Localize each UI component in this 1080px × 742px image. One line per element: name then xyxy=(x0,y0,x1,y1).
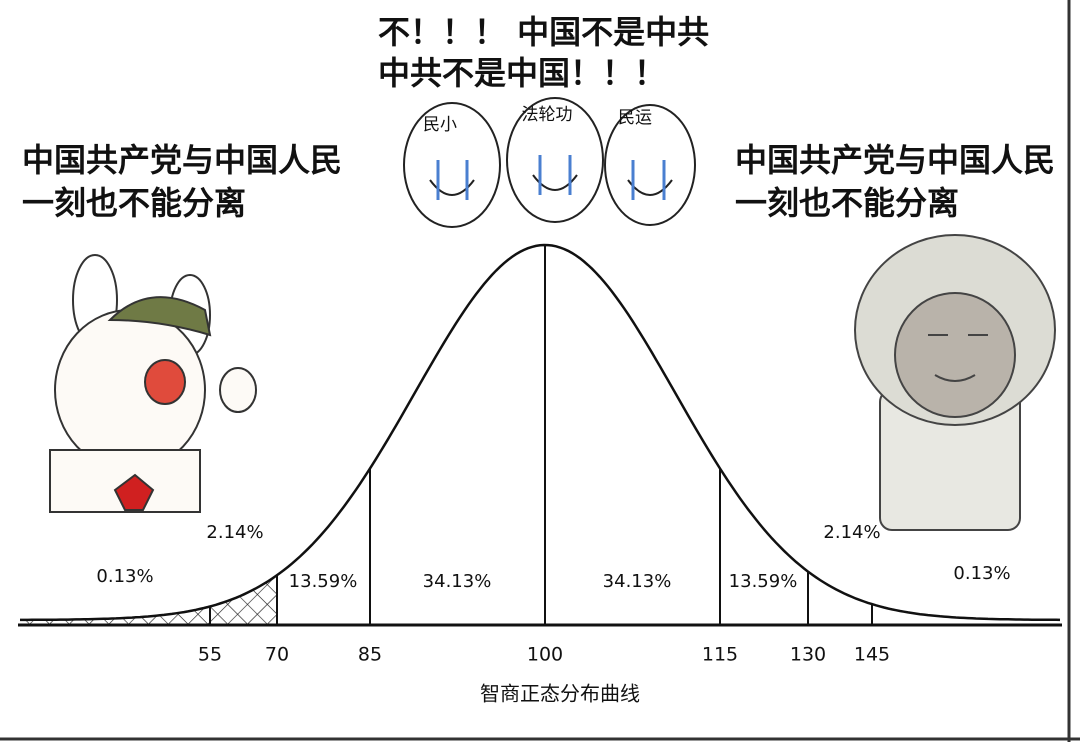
header-line: 不！！！ 中国不是中共 xyxy=(378,13,709,51)
bell-curve: 55 70 85 100 115 130 145 0.13% 2.14% 13.59% 34.13%… xyxy=(18,243,1062,666)
panda-face xyxy=(854,234,1056,531)
axis-title: 智商正态分布曲线 xyxy=(480,682,640,706)
region-label: 2.14% xyxy=(206,522,263,543)
tick-label: 70 xyxy=(265,644,289,666)
hatch-area xyxy=(20,575,277,625)
left-caption: 中国共产党与中国人民 xyxy=(22,141,342,179)
tick-label: 115 xyxy=(702,644,738,666)
region-label: 13.59% xyxy=(729,571,798,592)
right-caption: 一刻也不能分离 xyxy=(735,184,959,222)
tick-label: 130 xyxy=(790,644,826,666)
tick-label: 85 xyxy=(358,644,382,666)
tick-label: 145 xyxy=(854,644,890,666)
left-caption: 一刻也不能分离 xyxy=(22,184,246,222)
region-label: 13.59% xyxy=(289,571,358,592)
curve xyxy=(20,243,1061,622)
tick-label: 55 xyxy=(198,644,222,666)
right-caption: 中国共产党与中国人民 xyxy=(735,141,1055,179)
region-label: 34.13% xyxy=(603,571,672,592)
region-label: 0.13% xyxy=(953,563,1010,584)
crying-label: 民小 xyxy=(423,115,457,135)
region-label: 34.13% xyxy=(423,571,492,592)
tick-label: 100 xyxy=(527,644,563,666)
crying-label: 法轮功 xyxy=(522,105,573,125)
region-label: 0.13% xyxy=(96,566,153,587)
crying-label: 民运 xyxy=(618,108,652,128)
header-line: 中共不是中国！！！ xyxy=(378,54,666,92)
region-label: 2.14% xyxy=(823,522,880,543)
crying-faces xyxy=(403,97,696,228)
rabbit xyxy=(49,254,257,513)
